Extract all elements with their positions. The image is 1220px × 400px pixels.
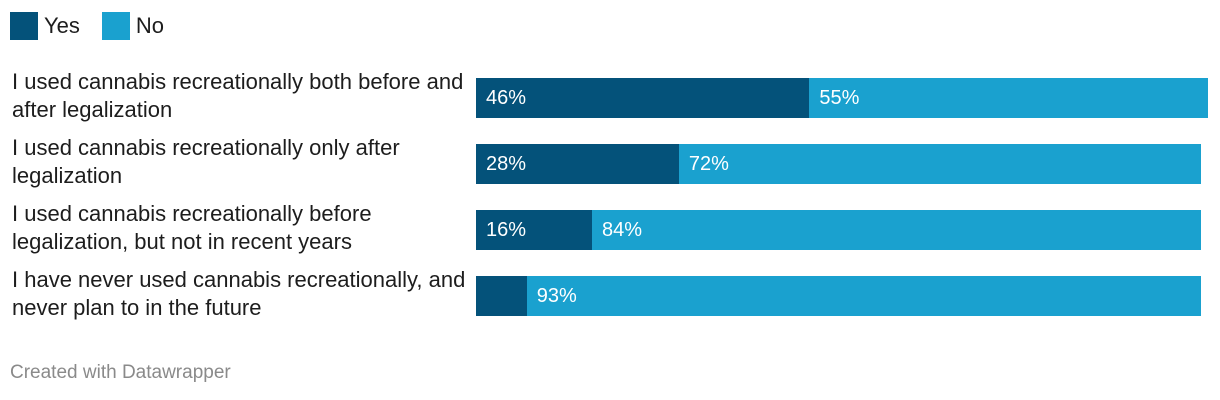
bar-track: 46% 55% — [476, 78, 1208, 118]
data-label: 93% — [536, 285, 577, 307]
bar-segment-no: 72% — [678, 144, 1201, 184]
bar-track: 28% 72% — [476, 144, 1208, 184]
bar-track: 93% — [476, 276, 1208, 316]
data-label: 84% — [601, 219, 642, 241]
legend-label-no: No — [135, 13, 165, 38]
bar-segment-no: 84% — [591, 210, 1201, 250]
legend: Yes No — [10, 12, 186, 40]
data-label: 46% — [486, 87, 527, 109]
data-label: 72% — [688, 153, 729, 175]
data-label: 55% — [819, 87, 860, 109]
bar-row: I used cannabis recreationally only afte… — [0, 134, 1220, 200]
category-label: I used cannabis recreationally both befo… — [12, 69, 464, 122]
bar-segment-no: 55% — [809, 78, 1208, 118]
bar-track: 16% 84% — [476, 210, 1208, 250]
bar-segment-yes — [476, 276, 527, 316]
bar-segment-yes: 46% — [476, 78, 810, 118]
legend-label-yes: Yes — [44, 13, 80, 38]
bar-segment-yes: 28% — [476, 144, 679, 184]
bar-row: I used cannabis recreationally both befo… — [0, 68, 1220, 134]
category-label: I used cannabis recreationally before le… — [12, 201, 372, 254]
category-label: I have never used cannabis recreationall… — [12, 267, 466, 320]
legend-swatch-no — [101, 12, 130, 40]
category-label: I used cannabis recreationally only afte… — [12, 135, 400, 188]
legend-item-yes: Yes — [10, 12, 80, 40]
bar-row: I used cannabis recreationally before le… — [0, 200, 1220, 266]
bar-segment-no: 93% — [526, 276, 1201, 316]
datawrapper-credit: Created with Datawrapper — [10, 362, 231, 383]
bar-segment-yes: 16% — [476, 210, 592, 250]
legend-item-no: No — [101, 12, 165, 40]
legend-swatch-yes — [10, 12, 38, 40]
data-label: 28% — [486, 153, 527, 175]
bar-row: I have never used cannabis recreationall… — [0, 266, 1220, 332]
data-label: 16% — [486, 219, 527, 241]
